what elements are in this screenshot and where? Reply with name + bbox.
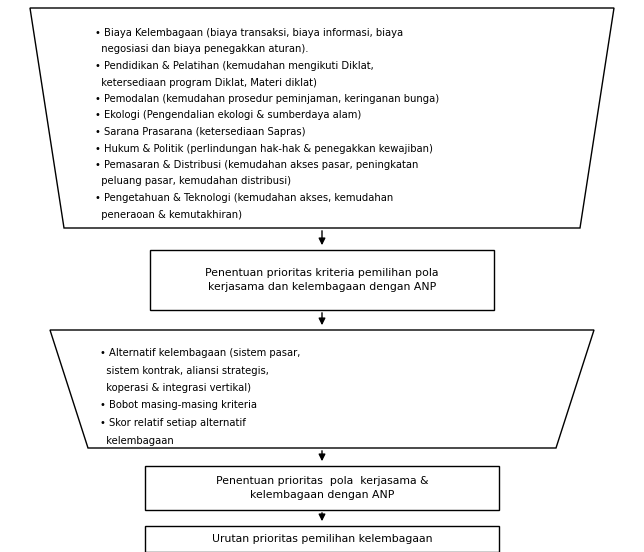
Text: • Bobot masing-masing kriteria: • Bobot masing-masing kriteria — [100, 401, 257, 411]
Text: peluang pasar, kemudahan distribusi): peluang pasar, kemudahan distribusi) — [95, 177, 291, 187]
Text: ketersediaan program Diklat, Materi diklat): ketersediaan program Diklat, Materi dikl… — [95, 77, 317, 88]
Bar — [150, 250, 494, 310]
Text: peneraoan & kemutakhiran): peneraoan & kemutakhiran) — [95, 210, 242, 220]
Text: negosiasi dan biaya penegakkan aturan).: negosiasi dan biaya penegakkan aturan). — [95, 45, 308, 55]
Text: • Hukum & Politik (perlindungan hak-hak & penegakkan kewajiban): • Hukum & Politik (perlindungan hak-hak … — [95, 144, 433, 153]
Text: sistem kontrak, aliansi strategis,: sistem kontrak, aliansi strategis, — [100, 365, 269, 375]
Bar — [145, 466, 499, 510]
Text: • Pemasaran & Distribusi (kemudahan akses pasar, peningkatan: • Pemasaran & Distribusi (kemudahan akse… — [95, 160, 419, 170]
Text: • Pendidikan & Pelatihan (kemudahan mengikuti Diklat,: • Pendidikan & Pelatihan (kemudahan meng… — [95, 61, 374, 71]
Polygon shape — [30, 8, 614, 228]
Text: • Pemodalan (kemudahan prosedur peminjaman, keringanan bunga): • Pemodalan (kemudahan prosedur peminjam… — [95, 94, 439, 104]
Polygon shape — [50, 330, 594, 448]
Text: kelembagaan: kelembagaan — [100, 436, 174, 445]
Text: Penentuan prioritas kriteria pemilihan pola
kerjasama dan kelembagaan dengan ANP: Penentuan prioritas kriteria pemilihan p… — [205, 268, 439, 292]
Text: • Pengetahuan & Teknologi (kemudahan akses, kemudahan: • Pengetahuan & Teknologi (kemudahan aks… — [95, 193, 393, 203]
Text: koperasi & integrasi vertikal): koperasi & integrasi vertikal) — [100, 383, 251, 393]
Text: • Sarana Prasarana (ketersediaan Sapras): • Sarana Prasarana (ketersediaan Sapras) — [95, 127, 305, 137]
Text: • Biaya Kelembagaan (biaya transaksi, biaya informasi, biaya: • Biaya Kelembagaan (biaya transaksi, bi… — [95, 28, 403, 38]
Text: • Alternatif kelembagaan (sistem pasar,: • Alternatif kelembagaan (sistem pasar, — [100, 348, 300, 358]
Text: • Skor relatif setiap alternatif: • Skor relatif setiap alternatif — [100, 418, 246, 428]
Text: Penentuan prioritas  pola  kerjasama &
kelembagaan dengan ANP: Penentuan prioritas pola kerjasama & kel… — [216, 476, 428, 500]
Text: Urutan prioritas pemilihan kelembagaan: Urutan prioritas pemilihan kelembagaan — [212, 534, 432, 544]
Text: • Ekologi (Pengendalian ekologi & sumberdaya alam): • Ekologi (Pengendalian ekologi & sumber… — [95, 110, 361, 120]
Bar — [145, 526, 499, 552]
